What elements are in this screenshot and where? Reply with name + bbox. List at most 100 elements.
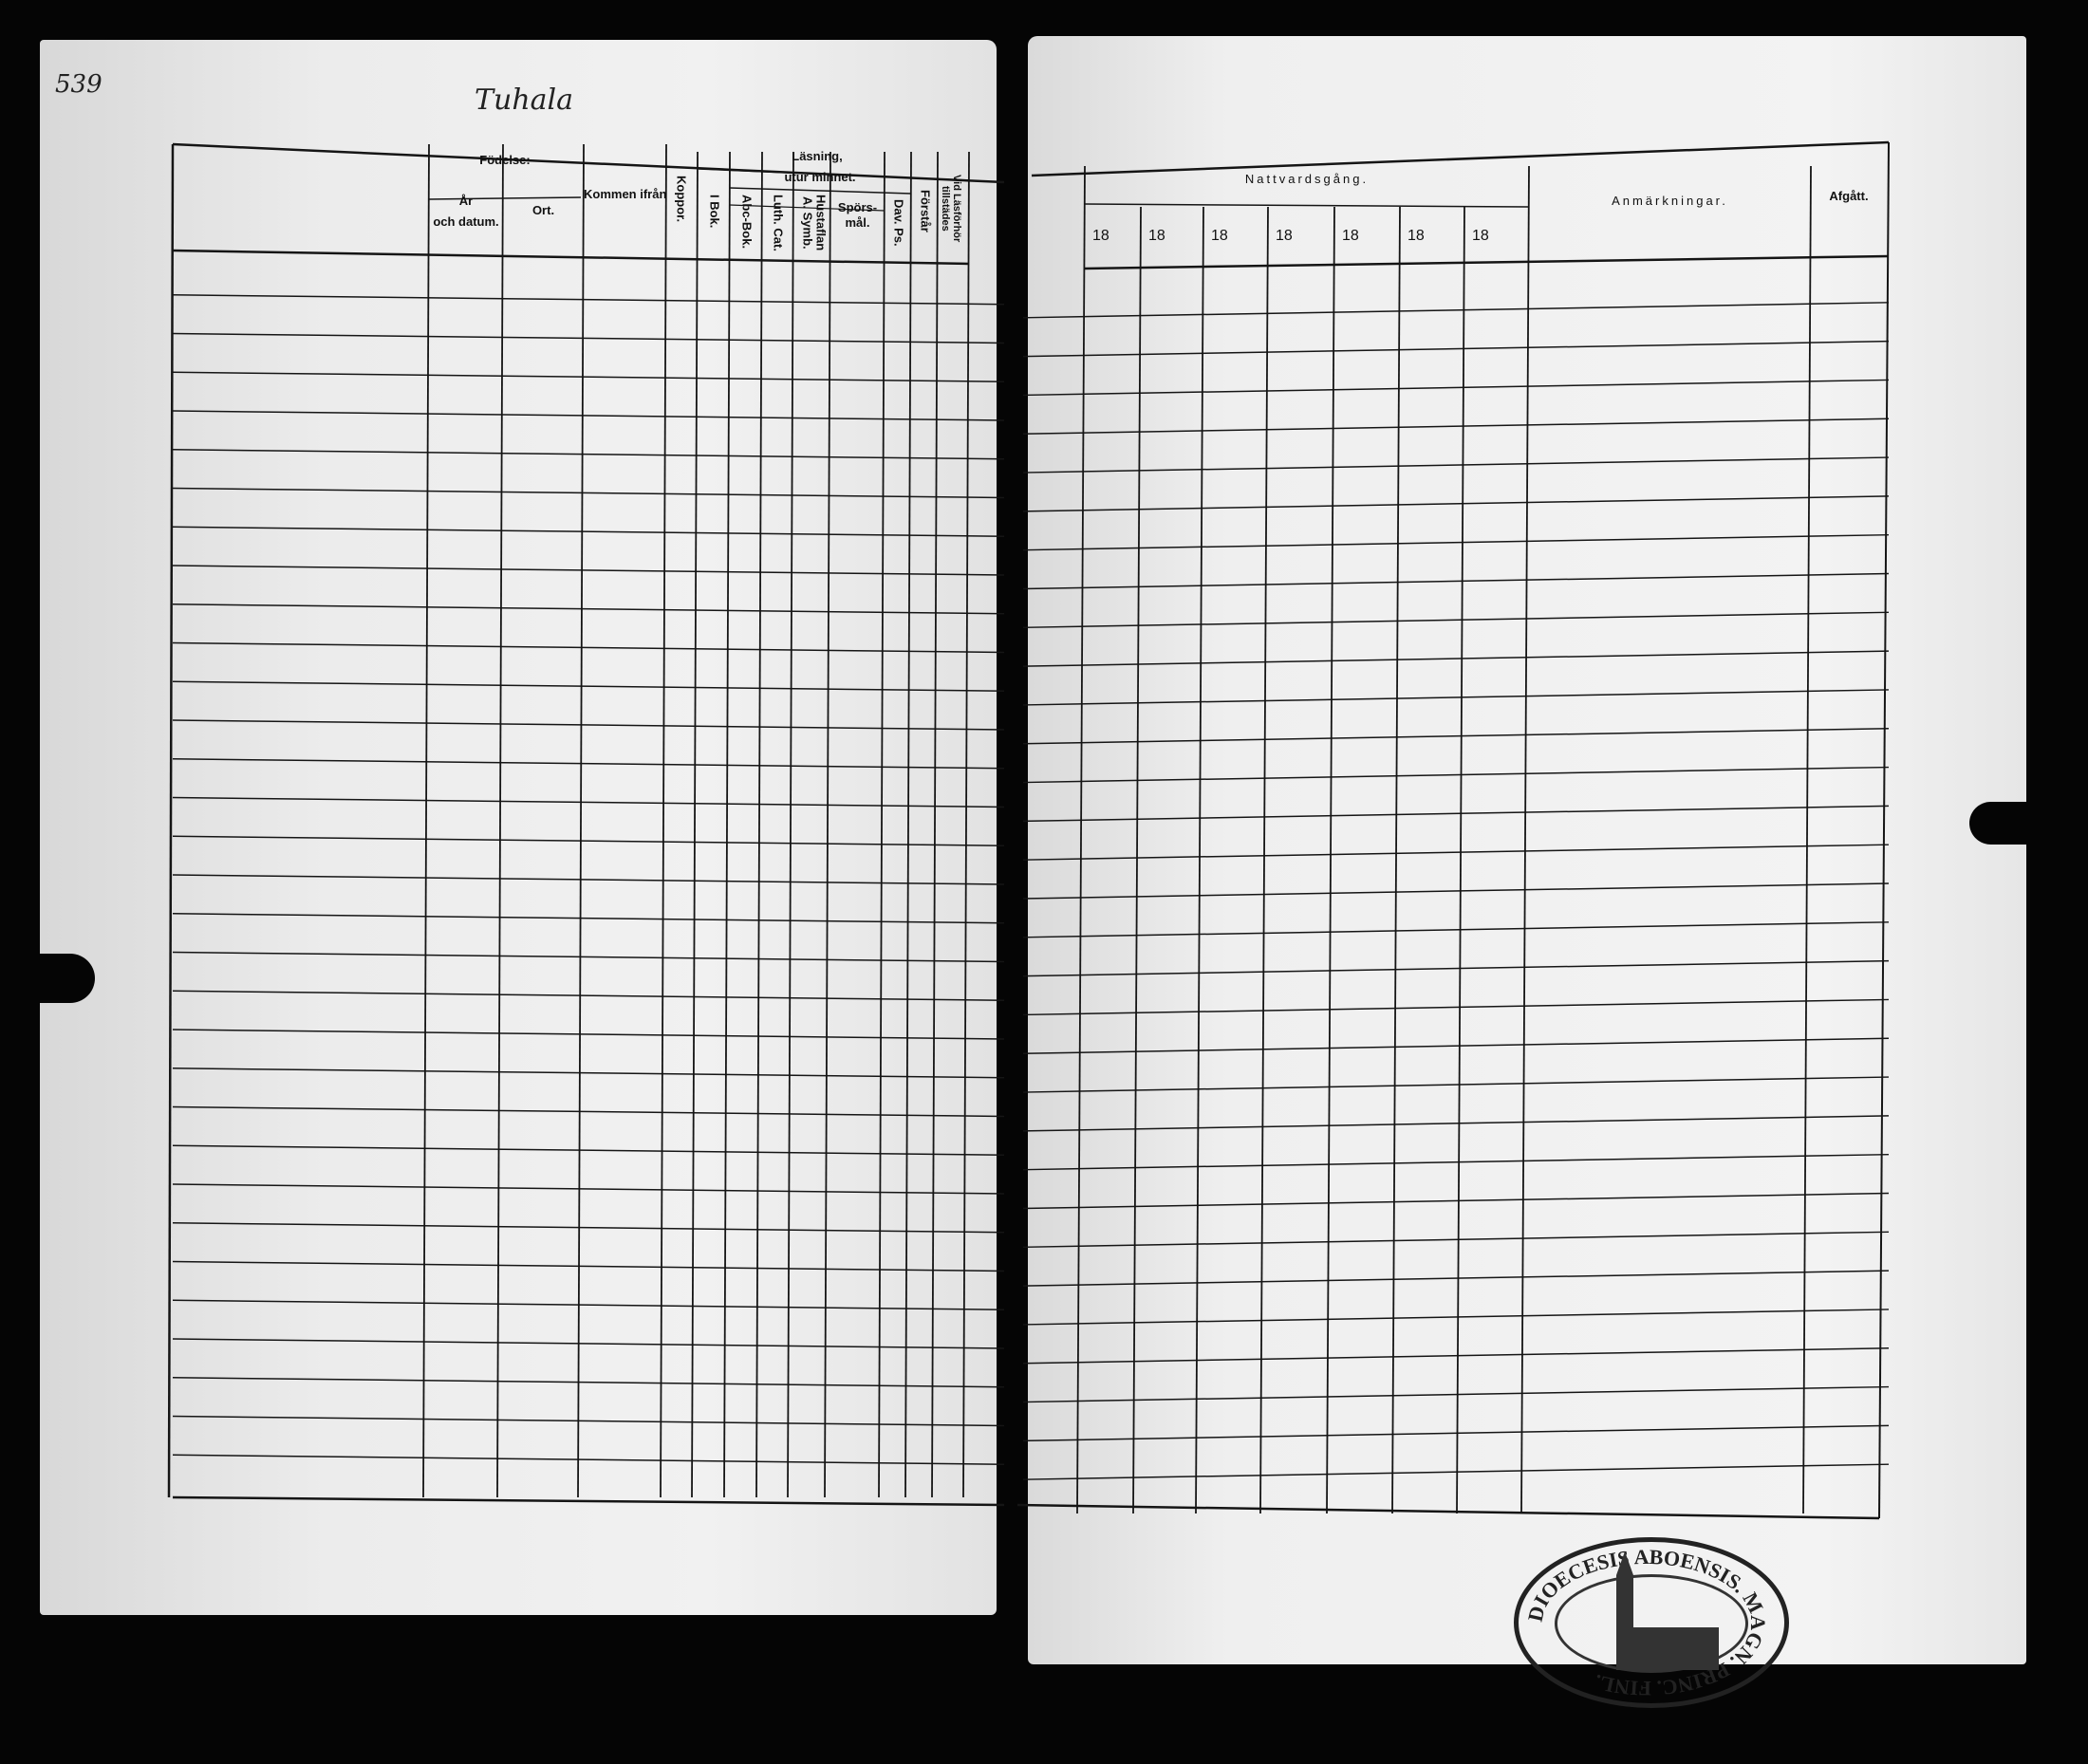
- row-line: [1022, 805, 1890, 823]
- row-line: [172, 1260, 1005, 1272]
- row-line: [172, 951, 1005, 963]
- row-line: [1022, 495, 1890, 512]
- place-name: Tuhala: [475, 84, 574, 117]
- row-line: [172, 641, 1005, 654]
- column-line: [1259, 206, 1269, 1514]
- row-line: [172, 603, 1005, 615]
- header-och-datum: och datum.: [433, 214, 499, 229]
- row-line: [172, 680, 1005, 692]
- header-forstar: Förstår: [918, 190, 933, 232]
- header-i-bok: I Bok.: [707, 195, 722, 229]
- column-line: [755, 151, 763, 1498]
- row-line: [172, 410, 1005, 421]
- row-line: [1022, 689, 1890, 706]
- row-line: [1022, 1347, 1890, 1365]
- header-nattvardsgang: Nattvardsgång.: [1244, 172, 1370, 186]
- nattvardsgang-divider: [1084, 203, 1530, 208]
- page-clip-right: [1969, 802, 2026, 845]
- year-prefix-4: 18: [1342, 228, 1359, 244]
- header-bottom-border: [172, 249, 970, 266]
- header-spors: Spörs-: [837, 200, 878, 214]
- row-line: [1022, 650, 1890, 667]
- row-line: [172, 1377, 1005, 1388]
- row-line: [172, 1029, 1005, 1040]
- row-line: [1022, 1037, 1890, 1054]
- row-line: [1022, 728, 1890, 745]
- column-line: [1195, 206, 1204, 1514]
- column-line: [1520, 165, 1530, 1514]
- row-line: [172, 1299, 1005, 1310]
- year-prefix-3: 18: [1276, 228, 1293, 244]
- row-line: [1022, 1192, 1890, 1210]
- column-line: [1391, 206, 1401, 1514]
- lasning-divider: [698, 168, 969, 181]
- row-line: [172, 1068, 1005, 1079]
- row-line: [1022, 1424, 1890, 1442]
- column-line: [1132, 206, 1142, 1514]
- row-line: [1022, 1463, 1890, 1480]
- row-line: [172, 913, 1005, 924]
- header-luth-cat: Luth. Cat.: [771, 195, 786, 251]
- header-ar: År: [458, 194, 474, 208]
- row-line: [172, 1183, 1005, 1195]
- column-line: [723, 151, 731, 1498]
- page-clip-left: [38, 954, 95, 1003]
- row-line: [172, 835, 1005, 846]
- row-line: [1022, 572, 1890, 590]
- row-line: [172, 758, 1005, 770]
- row-line: [1022, 1385, 1890, 1403]
- row-line: [172, 1222, 1005, 1234]
- column-line: [1326, 206, 1335, 1514]
- column-line: [787, 151, 794, 1498]
- row-line: [1022, 921, 1890, 938]
- row-line: [172, 990, 1005, 1001]
- row-line: [1022, 418, 1890, 435]
- row-line: [172, 294, 1005, 306]
- row-line: [1022, 533, 1890, 551]
- row-line: [1022, 766, 1890, 784]
- column-line: [931, 151, 939, 1498]
- row-line: [1022, 1153, 1890, 1171]
- year-prefix-1: 18: [1148, 228, 1165, 244]
- column-line: [1076, 165, 1086, 1514]
- row-line: [172, 371, 1005, 382]
- table-top-border: [1031, 140, 1890, 177]
- row-line: [1022, 456, 1890, 473]
- row-line: [1022, 1231, 1890, 1249]
- row-line: [172, 565, 1005, 576]
- row-line: [1022, 302, 1890, 319]
- row-line: [1022, 379, 1890, 397]
- column-line: [878, 151, 886, 1498]
- header-abc-bok: Abc-Bok.: [739, 195, 755, 250]
- header-dav-ps: Dav. Ps.: [891, 199, 906, 247]
- row-line: [1022, 611, 1890, 629]
- row-line: [1022, 1309, 1890, 1326]
- row-line: [172, 487, 1005, 499]
- header-vid-lasforhor: Vid Läsförhör tillstädes: [940, 175, 963, 243]
- column-line: [904, 151, 912, 1498]
- column-line: [577, 143, 585, 1498]
- diocese-stamp: DIOECESIS ABOENSIS. MAGN. PRINC. FINL.: [1514, 1537, 1789, 1708]
- table-left-border: [167, 143, 175, 1498]
- row-line: [172, 1454, 1005, 1465]
- fodelse-divider: [428, 196, 582, 200]
- utur-minnet-divider: [729, 187, 912, 195]
- column-line: [824, 151, 831, 1498]
- header-ort: Ort.: [531, 203, 555, 217]
- header-bottom-border: [1084, 254, 1890, 270]
- row-line: [172, 526, 1005, 537]
- row-line: [1022, 844, 1890, 861]
- row-line: [172, 1105, 1005, 1118]
- header-kommen-ifran: Kommen ifrån: [584, 187, 667, 201]
- row-line: [1022, 1076, 1890, 1093]
- header-mal: mål.: [845, 215, 870, 230]
- header-fodelse: Födelse:: [479, 153, 531, 167]
- header-lasning: Läsning,: [792, 149, 843, 163]
- year-prefix-5: 18: [1408, 228, 1425, 244]
- sub-divider: [729, 204, 886, 212]
- row-line: [172, 796, 1005, 808]
- column-line: [691, 151, 699, 1498]
- header-koppor: Koppor.: [674, 176, 689, 223]
- column-line: [1456, 206, 1465, 1514]
